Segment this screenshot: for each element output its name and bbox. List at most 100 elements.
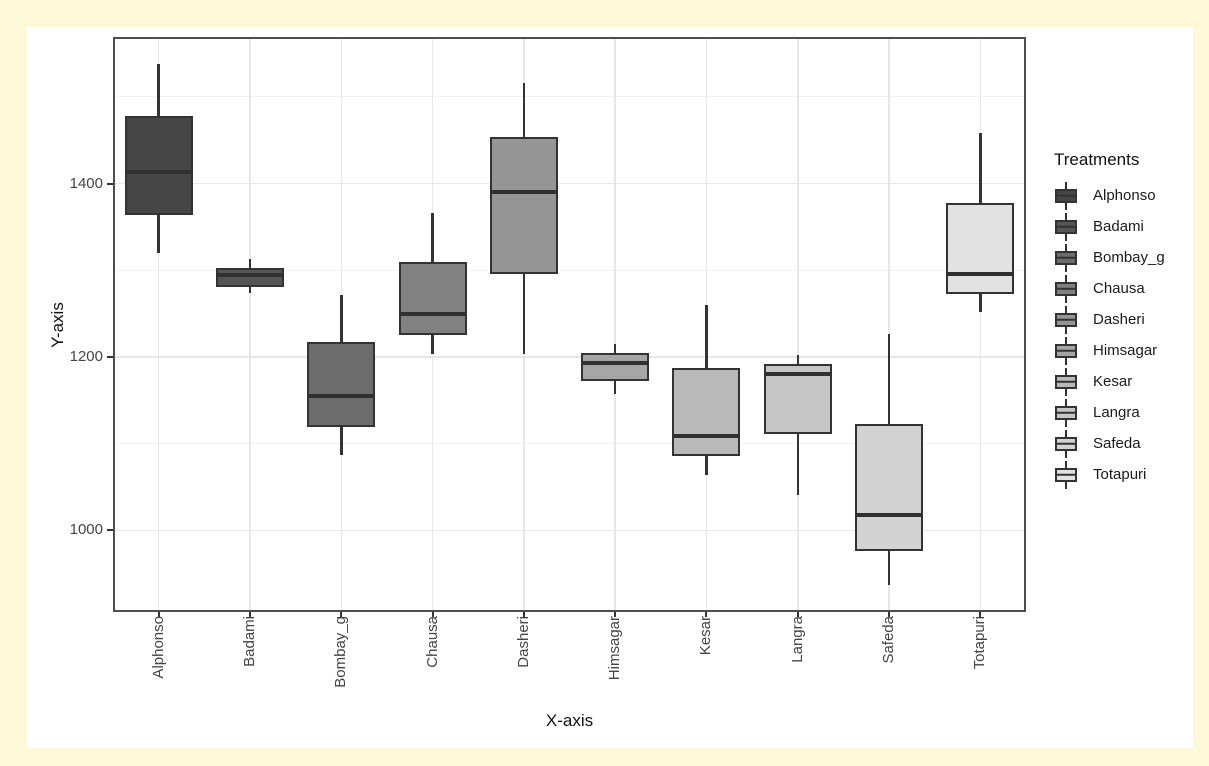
legend-key-label: Himsagar xyxy=(1093,342,1158,359)
boxplot-median xyxy=(307,394,376,399)
x-tick-mark xyxy=(157,612,160,617)
x-tick-mark xyxy=(614,612,617,617)
legend-key-box xyxy=(1055,436,1077,451)
legend-row: Bombay_g xyxy=(1054,242,1204,273)
legend-key-median xyxy=(1057,287,1075,290)
gridline-minor-y xyxy=(115,443,1024,445)
legend-row: Langra xyxy=(1054,397,1204,428)
legend-row: Safeda xyxy=(1054,428,1204,459)
legend-boxplot-key-icon xyxy=(1054,398,1078,427)
legend-key-label: Dasheri xyxy=(1093,311,1145,328)
legend: Treatments Alphonso Badami Bombay_g Chausa D… xyxy=(1054,150,1204,490)
boxplot-median xyxy=(855,512,924,517)
boxplot-median xyxy=(398,311,467,316)
y-tick-label: 1200 xyxy=(69,348,103,366)
legend-row: Totapuri xyxy=(1054,459,1204,490)
x-tick-label: Totapuri xyxy=(971,616,989,670)
legend-boxplot-key-icon xyxy=(1054,336,1078,365)
y-tick-mark xyxy=(107,182,113,185)
legend-boxplot-key-icon xyxy=(1054,212,1078,241)
legend-key-box xyxy=(1055,250,1077,265)
legend-boxplot-key-icon xyxy=(1054,460,1078,489)
boxplot-box xyxy=(489,137,558,274)
legend-key-box xyxy=(1055,343,1077,358)
legend-key-median xyxy=(1057,318,1075,321)
legend-key-box xyxy=(1055,281,1077,296)
legend-key-box xyxy=(1055,374,1077,389)
x-tick-mark xyxy=(431,612,434,617)
legend-key-label: Badami xyxy=(1093,218,1144,235)
boxplot-median xyxy=(215,273,284,278)
legend-boxplot-key-icon xyxy=(1054,429,1078,458)
gridline-x xyxy=(797,39,799,610)
y-tick-label: 1000 xyxy=(69,521,103,539)
legend-rows: Alphonso Badami Bombay_g Chausa Dasheri Himsa… xyxy=(1054,180,1204,490)
gridline-x xyxy=(979,39,982,610)
gridline-x xyxy=(888,39,890,610)
legend-boxplot-key-icon xyxy=(1054,181,1078,210)
boxplot-box xyxy=(307,342,376,427)
legend-row: Chausa xyxy=(1054,273,1204,304)
boxplot-box xyxy=(672,368,741,457)
boxplot-median xyxy=(763,371,832,376)
x-tick-label: Alphonso xyxy=(149,616,167,679)
boxplot-median xyxy=(581,361,650,366)
x-tick-label: Bombay_g xyxy=(332,616,350,688)
legend-boxplot-key-icon xyxy=(1054,367,1078,396)
gridline-x xyxy=(249,39,251,610)
boxplot-box xyxy=(581,352,650,381)
legend-key-median xyxy=(1057,442,1075,445)
legend-row: Alphonso xyxy=(1054,180,1204,211)
y-tick-label: 1400 xyxy=(69,174,103,192)
x-tick-label: Kesar xyxy=(697,616,715,656)
x-tick-mark xyxy=(248,612,251,617)
legend-key-box xyxy=(1055,467,1077,482)
gridline-x xyxy=(614,39,616,610)
gridline-minor-y xyxy=(115,269,1024,271)
legend-key-label: Langra xyxy=(1093,404,1140,421)
y-tick-mark xyxy=(107,529,113,532)
legend-title: Treatments xyxy=(1054,150,1140,169)
y-axis-title: Y-axis xyxy=(48,302,67,348)
legend-row: Badami xyxy=(1054,211,1204,242)
legend-row: Kesar xyxy=(1054,366,1204,397)
x-tick-label: Langra xyxy=(788,616,806,663)
legend-key-label: Chausa xyxy=(1093,280,1145,297)
legend-key-box xyxy=(1055,405,1077,420)
x-tick-mark xyxy=(705,612,708,617)
x-tick-label: Dasheri xyxy=(514,616,532,668)
x-tick-mark xyxy=(522,612,525,617)
y-tick-mark xyxy=(107,356,113,359)
legend-row: Dasheri xyxy=(1054,304,1204,335)
legend-key-median xyxy=(1057,256,1075,259)
legend-key-label: Safeda xyxy=(1093,435,1141,452)
legend-key-median xyxy=(1057,380,1075,383)
boxplot-box xyxy=(763,363,832,435)
gridline-minor-y xyxy=(115,96,1024,98)
legend-key-box xyxy=(1055,312,1077,327)
legend-key-median xyxy=(1057,194,1075,197)
gridline-major-y xyxy=(115,529,1024,532)
gridline-major-y xyxy=(115,182,1024,185)
gridline-major-y xyxy=(115,356,1024,358)
legend-key-median xyxy=(1057,225,1075,228)
x-tick-mark xyxy=(340,612,343,617)
legend-key-box xyxy=(1055,219,1077,234)
gridline-x xyxy=(157,39,160,610)
x-tick-mark xyxy=(796,612,799,617)
boxplot-median xyxy=(946,271,1015,276)
boxplot-median xyxy=(124,170,193,175)
x-tick-label: Himsagar xyxy=(606,616,624,681)
boxplot-median xyxy=(489,190,558,195)
legend-boxplot-key-icon xyxy=(1054,243,1078,272)
x-tick-mark xyxy=(979,612,982,617)
legend-key-label: Totapuri xyxy=(1093,466,1147,483)
legend-key-label: Bombay_g xyxy=(1093,249,1165,266)
boxplot-box xyxy=(124,115,193,215)
legend-row: Himsagar xyxy=(1054,335,1204,366)
x-tick-label: Chausa xyxy=(423,616,441,668)
boxplot-median xyxy=(672,433,741,438)
x-axis-title: X-axis xyxy=(545,711,594,730)
